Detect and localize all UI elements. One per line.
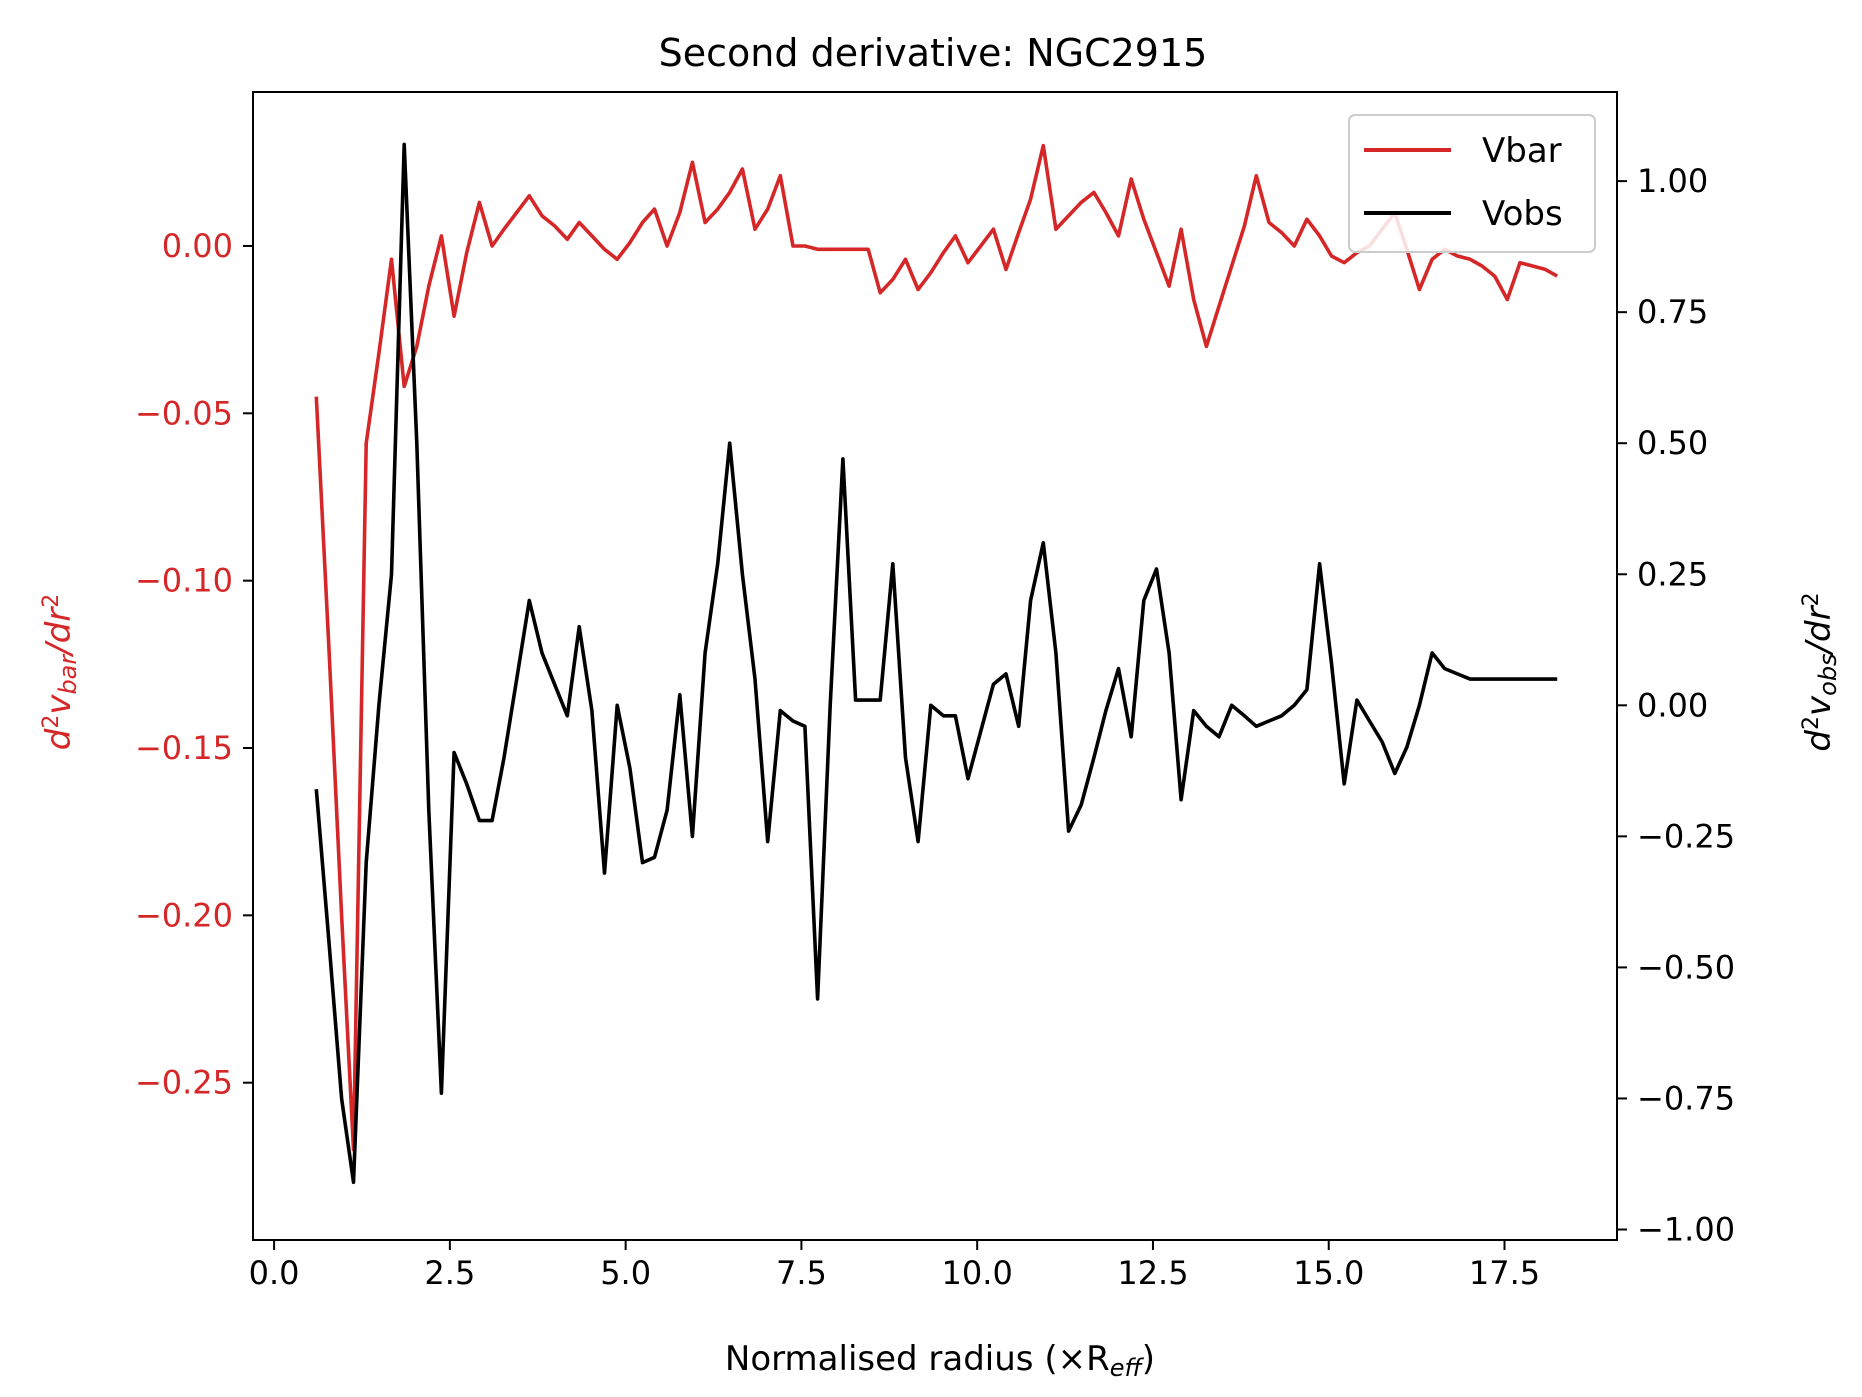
y-right-tick-label: 0.25 (1637, 555, 1708, 593)
y-right-label-sup: 2 (1799, 716, 1824, 730)
x-tick-label: 7.5 (776, 1254, 827, 1292)
y-left-tick-label: −0.10 (135, 562, 233, 600)
chart-title: Second derivative: NGC2915 (659, 31, 1208, 75)
y-right-tick-label: 1.00 (1637, 162, 1708, 200)
x-axis-label: Normalised radius (×Reff) (725, 1339, 1155, 1382)
legend: Vbar Vobs (1348, 114, 1596, 253)
y-right-label-sup2: 2 (1799, 592, 1824, 606)
x-axis-label-main: Normalised radius (×R (725, 1339, 1110, 1379)
y-left-tick-label: −0.25 (135, 1064, 233, 1102)
y-left-label-sup: 2 (39, 715, 64, 729)
y-left-label-sub: bar (54, 653, 82, 695)
y-right-label-v: v (1799, 695, 1839, 716)
x-axis-label-sub: eff (1110, 1354, 1145, 1382)
y-axis-label-right: d2vobs/dr2 (1799, 592, 1842, 751)
plot-frame (252, 91, 1618, 1241)
y-right-label-mid: /dr (1799, 604, 1839, 656)
y-right-tick-label: 0.75 (1637, 293, 1708, 331)
y-right-tick-label: −1.00 (1637, 1211, 1735, 1249)
x-tick-label: 5.0 (600, 1254, 651, 1292)
y-axis-label-left: d2vbar/dr2 (39, 594, 82, 751)
y-left-tick-label: −0.15 (135, 729, 233, 767)
legend-vbar-label: Vbar (1482, 131, 1562, 171)
y-left-tick-label: −0.20 (135, 896, 233, 934)
y-right-tick-label: 0.50 (1637, 424, 1708, 462)
x-tick-label: 0.0 (249, 1254, 300, 1292)
y-left-tick-label: −0.05 (135, 394, 233, 432)
x-tick-label: 10.0 (942, 1254, 1013, 1292)
y-left-label-d: d (39, 728, 79, 750)
series-line-vbar (314, 143, 1559, 1152)
x-tick-label: 15.0 (1293, 1254, 1364, 1292)
x-tick-label: 12.5 (1117, 1254, 1188, 1292)
y-left-label-mid: /dr (39, 606, 79, 658)
legend-vobs-label: Vobs (1482, 194, 1563, 234)
y-left-tick-label: 0.00 (162, 227, 233, 265)
y-right-tick-label: −0.75 (1637, 1079, 1735, 1117)
x-tick-label: 2.5 (424, 1254, 475, 1292)
series-line-vobs (314, 142, 1558, 1185)
y-left-label-v: v (39, 694, 79, 715)
y-right-tick-label: −0.25 (1637, 817, 1735, 855)
x-axis-label-tail: ) (1142, 1339, 1155, 1379)
y-right-label-d: d (1799, 730, 1839, 752)
series-layer (314, 142, 1559, 1185)
axes-layer: 0.0 2.5 5.0 7.5 10.0 12.5 15.0 17.5 0.00 −0.05 −0.… (135, 91, 1735, 1292)
y-right-label-sub: obs (1814, 653, 1842, 695)
y-right-tick-label: 0.00 (1637, 686, 1708, 724)
y-right-tick-label: −0.50 (1637, 948, 1735, 986)
x-tick-label: 17.5 (1469, 1254, 1540, 1292)
y-left-label-sup2: 2 (39, 594, 64, 608)
